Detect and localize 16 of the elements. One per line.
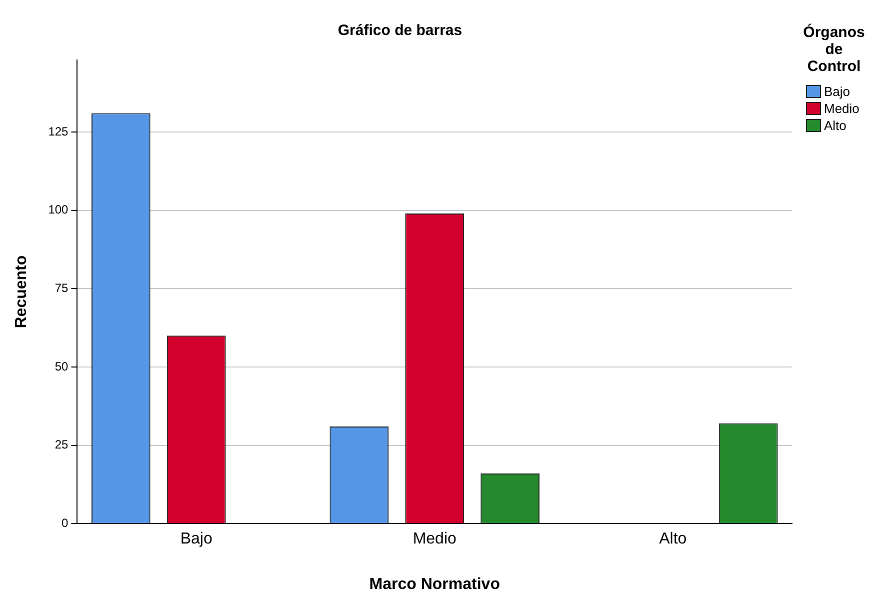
x-tick-label: Bajo — [180, 530, 212, 548]
y-tick-label: 125 — [48, 124, 69, 138]
legend-label: Alto — [824, 117, 846, 134]
y-tick-label: 75 — [54, 280, 69, 295]
legend-label: Bajo — [824, 83, 850, 100]
legend-label: Medio — [824, 100, 860, 117]
chart-title: Gráfico de barras — [338, 22, 462, 40]
legend-title: Órganos de Control — [802, 24, 866, 75]
y-tick-label: 25 — [54, 438, 69, 452]
y-tick-label: 100 — [48, 202, 69, 217]
x-axis-title: Marco Normativo — [369, 576, 500, 593]
x-tick-label: Medio — [412, 530, 456, 548]
x-tick-label: Alto — [659, 530, 687, 548]
y-tick-label: 50 — [54, 359, 69, 374]
y-axis-title: Recuento — [13, 255, 30, 328]
y-tick-label: 0 — [62, 516, 69, 530]
